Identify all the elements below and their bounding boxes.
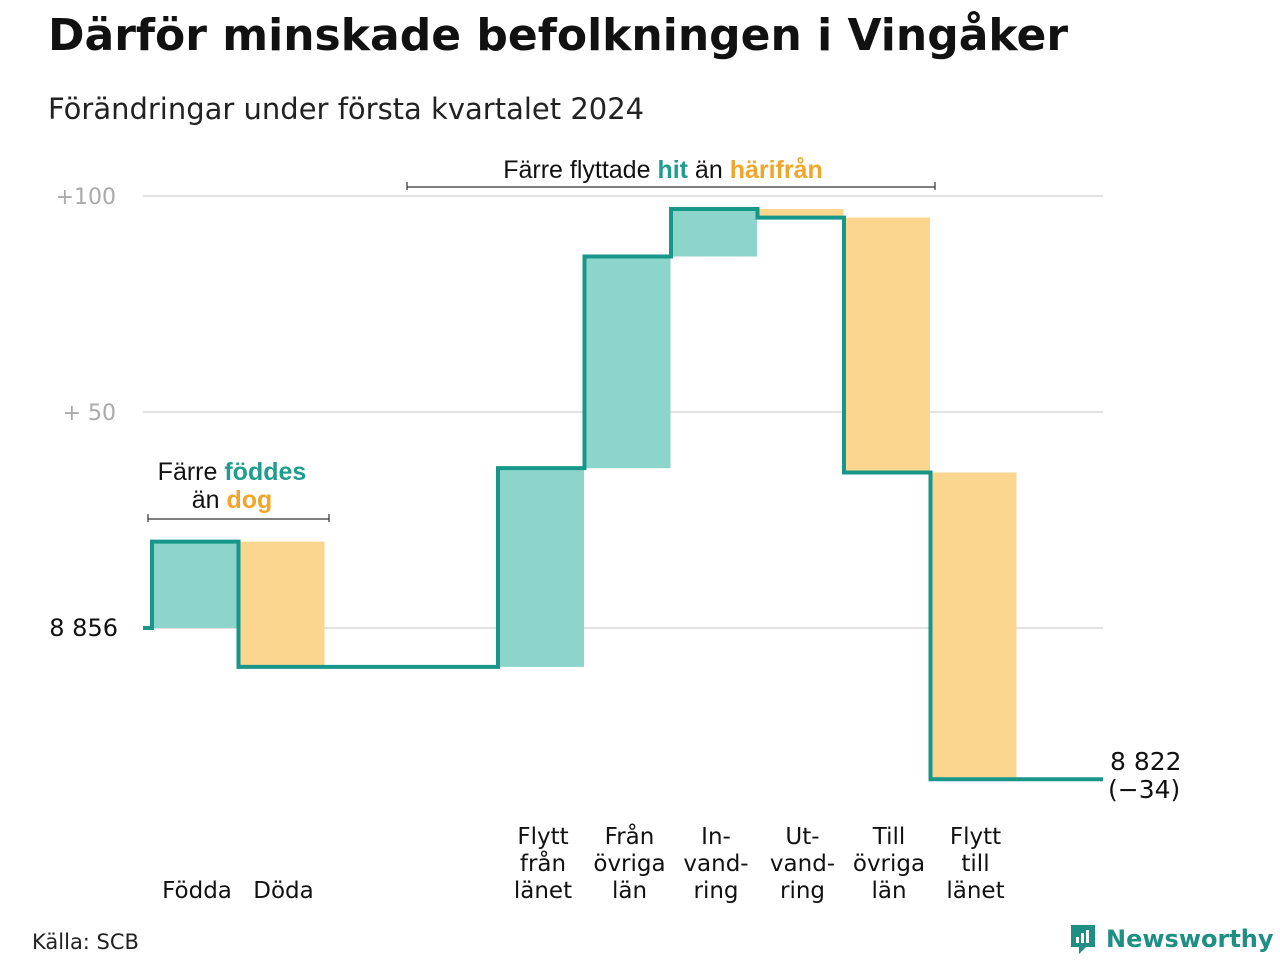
y-tick-label: +100	[56, 185, 116, 210]
category-label-fran-ovriga-lan: övriga	[593, 851, 665, 877]
end-change-label: (−34)	[1108, 775, 1180, 804]
category-label-flytt-till-lanet: länet	[946, 878, 1004, 904]
newsworthy-icon	[1071, 925, 1095, 954]
category-label-fran-ovriga-lan: Från	[605, 822, 655, 850]
category-label-till-ovriga-lan: län	[871, 878, 906, 904]
category-label-fran-ovriga-lan: län	[612, 878, 647, 904]
category-label-flytt-fran-lanet: Flytt	[517, 824, 568, 850]
category-label-till-ovriga-lan: övriga	[853, 851, 925, 877]
page-title: Därför minskade befolkningen i Vingåker	[48, 10, 1069, 61]
annotation-births-orange-text: dog	[226, 486, 272, 514]
start-value-label: 8 856	[49, 614, 118, 642]
annotation-births-dark-text: än	[192, 486, 227, 514]
category-label-invandring: vand-	[683, 851, 748, 877]
category-label-utvandring: vand-	[770, 851, 835, 877]
end-value-label: 8 822	[1110, 747, 1182, 776]
category-label-utvandring: Ut-	[785, 824, 819, 850]
category-label-till-ovriga-lan: Till	[872, 824, 906, 850]
category-label-flytt-till-lanet: till	[961, 851, 989, 877]
annotation-migration-teal-text: hit	[657, 156, 688, 184]
bar-doda	[238, 541, 325, 667]
page-subtitle: Förändringar under första kvartalet 2024	[48, 92, 645, 126]
source-note: Källa: SCB	[32, 930, 139, 954]
annotation-migration-orange-text: härifrån	[730, 156, 823, 184]
annotation-migration-line: Färre flyttade hit än härifrån	[503, 156, 823, 184]
category-label-fodda: Födda	[162, 878, 232, 904]
newsworthy-logo: Newsworthy	[1068, 922, 1274, 956]
category-label-flytt-fran-lanet: från	[520, 849, 566, 877]
category-label-invandring: In-	[701, 824, 731, 850]
category-label-utvandring: ring	[780, 878, 825, 904]
annotation-births-teal-text: föddes	[224, 458, 306, 486]
category-label-flytt-till-lanet: Flytt	[950, 824, 1001, 850]
annotation-births-line: Färre föddes	[158, 458, 307, 486]
bar-invandring	[671, 208, 757, 257]
bar-till-ovriga-lan	[844, 217, 930, 473]
bar-utvandring	[757, 208, 844, 218]
bar-fran-ovriga-lan	[584, 256, 671, 469]
bar-fodda	[152, 541, 238, 628]
annotation-births-line: än dog	[192, 486, 273, 514]
category-label-flytt-fran-lanet: länet	[514, 878, 572, 904]
bar-flytt-fran-lanet	[498, 468, 584, 667]
cumulative-step-line	[143, 206, 1103, 782]
category-label-doda: Döda	[253, 878, 313, 904]
bar-flytt-till-lanet	[930, 472, 1017, 780]
category-label-invandring: ring	[693, 878, 738, 904]
brand-name: Newsworthy	[1106, 925, 1274, 953]
annotation-births-dark-text: Färre	[158, 458, 225, 486]
annotation-migration-dark-text: Färre flyttade	[503, 156, 657, 184]
y-tick-label: + 50	[63, 401, 116, 426]
annotation-migration-dark-text: än	[688, 156, 730, 184]
